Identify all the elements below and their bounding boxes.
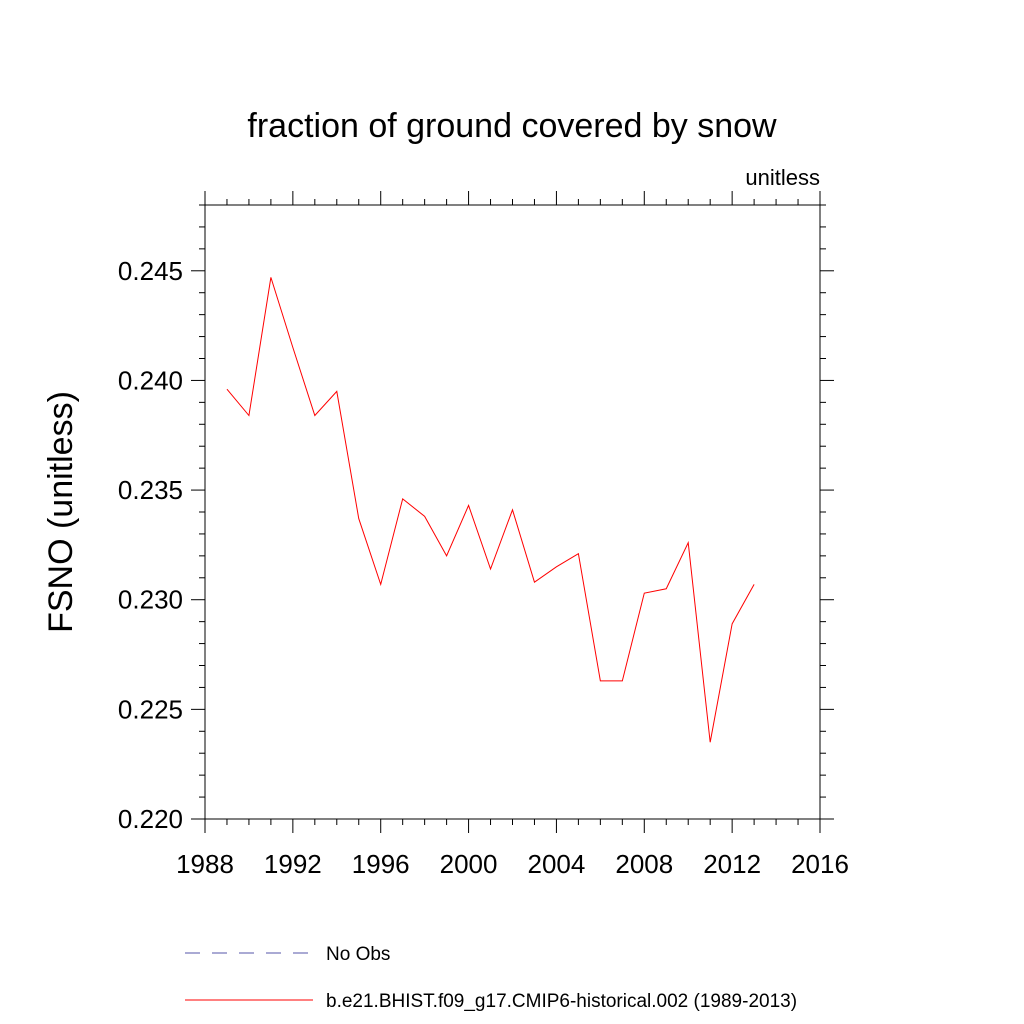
y-tick-label: 0.240 <box>118 365 183 395</box>
x-tick-label: 2008 <box>615 849 673 879</box>
x-tick-label: 1988 <box>176 849 234 879</box>
legend: No Obs b.e21.BHIST.f09_g17.CMIP6-historic… <box>185 944 797 1012</box>
y-axis-label: FSNO (unitless) <box>42 391 80 633</box>
y-tick-label: 0.230 <box>118 585 183 615</box>
legend-label: No Obs <box>326 944 390 965</box>
y-tick-label: 0.245 <box>118 256 183 286</box>
series-layer <box>226 277 755 743</box>
chart-title: fraction of ground covered by snow <box>247 107 777 145</box>
units-label: unitless <box>745 165 820 190</box>
y-tick-label: 0.235 <box>118 475 183 505</box>
plot-frame <box>204 204 821 820</box>
x-tick-label: 2004 <box>528 849 586 879</box>
x-tick-label: 2000 <box>440 849 498 879</box>
x-tick-label: 1992 <box>264 849 322 879</box>
x-tick-label: 2016 <box>791 849 849 879</box>
y-tick-label: 0.225 <box>118 694 183 724</box>
x-tick-label: 1996 <box>352 849 410 879</box>
y-tick-label: 0.220 <box>118 804 183 834</box>
x-tick-label: 2012 <box>703 849 761 879</box>
legend-label: b.e21.BHIST.f09_g17.CMIP6-historical.002… <box>326 991 797 1012</box>
series-line <box>226 277 755 743</box>
axis-ticks: 1988 1992 1996 2000 2004 2008 2012 2016 0.220 0.2… <box>118 191 849 879</box>
